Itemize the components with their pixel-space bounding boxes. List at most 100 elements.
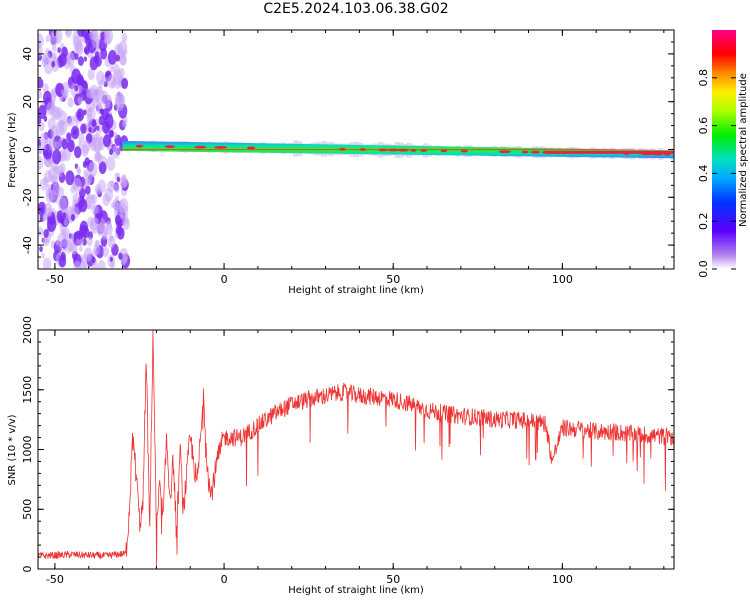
top-y-tick-label: -40	[21, 236, 34, 254]
noise-speckle	[43, 229, 49, 238]
noise-speckle	[70, 185, 75, 194]
colorbar-tick-label: 0.6	[697, 117, 710, 135]
noise-speckle	[79, 246, 83, 252]
noise-speckle	[38, 45, 43, 57]
noise-speckle	[87, 68, 95, 81]
signal-peak	[410, 148, 417, 152]
noise-speckle	[115, 92, 126, 109]
noise-speckle	[121, 32, 128, 43]
signal-peak	[498, 150, 511, 154]
signal-peak	[378, 148, 388, 152]
noise-speckle	[51, 60, 56, 68]
noise-speckle	[54, 141, 60, 149]
noise-speckle	[77, 84, 83, 95]
noise-speckle	[41, 253, 45, 259]
noise-speckle	[43, 148, 48, 157]
noise-speckle	[51, 93, 57, 102]
noise-speckle	[103, 30, 114, 44]
noise-speckle	[84, 177, 91, 187]
noise-speckle	[67, 238, 76, 252]
noise-speckle	[70, 233, 75, 241]
noise-speckle	[48, 138, 57, 151]
signal-peak	[521, 150, 529, 154]
noise-speckle	[65, 170, 75, 186]
top-x-tick-label: 50	[386, 273, 400, 286]
colorbar-ticks: 0.0 0.2 0.4 0.6 0.8	[697, 69, 736, 278]
noise-speckle	[103, 134, 111, 148]
bottom-y-axis-label: SNR (10 * v/v)	[7, 414, 18, 485]
noise-speckle	[98, 125, 103, 133]
noise-speckle	[114, 214, 121, 225]
noise-speckle	[83, 169, 89, 178]
noise-speckle	[75, 122, 79, 128]
noise-speckle	[100, 108, 105, 116]
top-y-tick-label: 20	[21, 95, 34, 109]
noise-speckle	[97, 260, 106, 269]
noise-speckle	[94, 51, 100, 60]
noise-speckle	[76, 166, 81, 174]
noise-speckle	[46, 216, 57, 232]
noise-speckle	[102, 120, 111, 134]
noise-speckle	[91, 256, 96, 264]
colorbar-tick-label: 0.8	[697, 69, 710, 87]
noise-speckle	[47, 117, 56, 131]
noise-speckle	[52, 149, 62, 165]
noise-speckle	[63, 219, 68, 227]
noise-speckle	[72, 177, 83, 193]
noise-speckle	[110, 202, 115, 209]
noise-speckle	[51, 43, 57, 52]
bottom-y-tick-label: 0	[21, 566, 34, 573]
noise-speckle	[78, 198, 88, 213]
noise-speckle	[87, 106, 96, 121]
noise-speckle	[109, 256, 113, 262]
noise-speckle	[45, 34, 51, 43]
noise-speckle	[101, 74, 107, 85]
noise-speckle	[74, 53, 79, 60]
bottom-x-axis-label: Height of straight line (km)	[288, 585, 424, 596]
noise-speckle	[78, 238, 84, 247]
noise-speckle	[118, 252, 123, 260]
noise-speckle	[122, 217, 130, 230]
noise-speckle	[113, 183, 120, 193]
noise-speckle	[86, 236, 93, 247]
noise-speckle	[58, 95, 63, 103]
signal-peak	[397, 148, 410, 152]
noise-speckle	[90, 216, 99, 231]
signal-peak	[339, 147, 346, 151]
noise-speckle	[68, 115, 76, 127]
noise-speckle	[109, 148, 114, 156]
noise-speckle	[92, 133, 99, 143]
bottom-y-tick-label: 500	[21, 499, 34, 520]
noise-speckle	[93, 248, 98, 257]
signal-peak	[194, 145, 207, 149]
noise-region	[38, 30, 131, 269]
noise-speckle	[38, 105, 47, 120]
signal-peak	[135, 144, 144, 148]
signal-peak	[530, 150, 541, 154]
top-y-axis-label: Frequency (Hz)	[7, 112, 18, 188]
colorbar-tick-label: 0.2	[697, 212, 710, 230]
noise-speckle	[58, 196, 68, 211]
noise-speckle	[88, 30, 97, 41]
figure-title: C2E5.2024.103.06.38.G02	[263, 1, 449, 17]
signal-peak	[440, 149, 448, 153]
noise-speckle	[38, 145, 43, 155]
noise-speckle	[74, 84, 79, 92]
noise-speckle	[115, 195, 120, 203]
spectrogram-chart: -50 0 50 100 -40 -20 0 20 40 Height of straight …	[7, 29, 749, 296]
noise-speckle	[75, 238, 80, 246]
noise-speckle	[49, 30, 60, 46]
noise-speckle	[38, 121, 45, 132]
noise-speckle	[120, 204, 129, 218]
noise-speckle	[38, 90, 43, 99]
top-x-tick-label: 0	[221, 273, 228, 286]
bottom-x-tick-label: 100	[552, 573, 573, 586]
noise-speckle	[84, 31, 90, 41]
signal-peak	[359, 148, 367, 151]
noise-speckle	[115, 54, 121, 62]
noise-speckle	[113, 131, 118, 139]
noise-speckle	[85, 185, 91, 195]
bottom-y-tick-label: 2000	[21, 316, 34, 344]
noise-speckle	[65, 30, 70, 36]
